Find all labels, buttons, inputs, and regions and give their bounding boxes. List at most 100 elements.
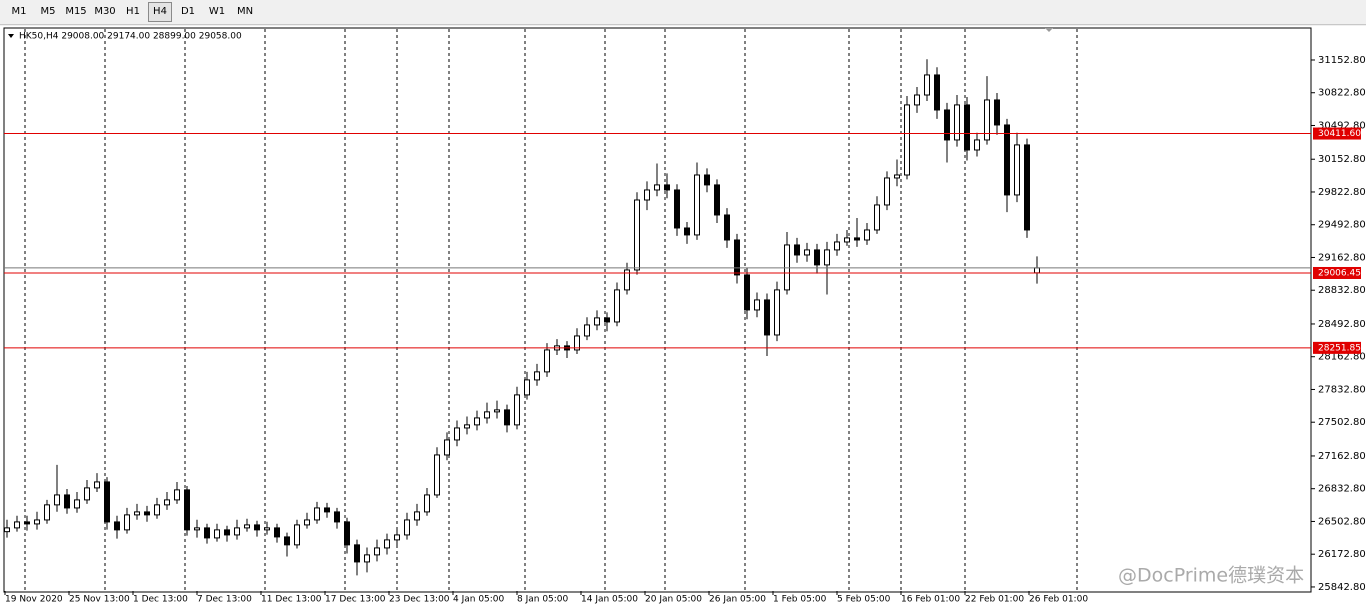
y-tick-label: 27502.80: [1318, 417, 1366, 428]
timeframe-button[interactable]: M15: [65, 6, 87, 17]
candle-body: [524, 379, 530, 396]
candle-body: [944, 109, 950, 141]
candle-body: [674, 189, 680, 229]
candle-body: [164, 499, 170, 506]
candle-body: [4, 527, 10, 533]
candle-body: [204, 527, 210, 539]
candle-body: [874, 204, 880, 231]
candle-body: [334, 511, 340, 523]
x-tick-label: 1 Feb 05:00: [773, 595, 827, 605]
y-tick-label: 27832.80: [1318, 384, 1366, 395]
candle-body: [544, 349, 550, 373]
x-tick-label: 26 Feb 01:00: [1029, 595, 1088, 605]
candle-body: [734, 239, 740, 276]
symbol-info: HK50,H4 29008.00 29174.00 28899.00 29058…: [19, 32, 242, 42]
candle-body: [424, 494, 430, 513]
candle-body: [214, 529, 220, 539]
timeframe-button[interactable]: D1: [180, 6, 196, 17]
x-tick-label: 11 Dec 13:00: [261, 595, 322, 605]
x-tick-label: 7 Dec 13:00: [197, 595, 252, 605]
candle-body: [274, 527, 280, 538]
candle-body: [824, 249, 830, 266]
level-tag: [1313, 127, 1361, 140]
candle-body: [374, 547, 380, 556]
x-tick-label: 25 Nov 13:00: [69, 595, 130, 605]
candle-body: [844, 237, 850, 243]
y-tick-label: 26832.80: [1318, 484, 1366, 495]
candle-body: [744, 274, 750, 311]
y-tick-label: 30492.80: [1318, 120, 1366, 131]
candle-body: [814, 249, 820, 266]
y-tick-label: 29162.80: [1318, 252, 1366, 263]
candle-body: [414, 511, 420, 521]
candle-body: [114, 521, 120, 531]
candle-body: [904, 104, 910, 176]
candle-body: [794, 244, 800, 256]
candle-body: [604, 317, 610, 323]
y-tick-label: 30152.80: [1318, 154, 1366, 165]
candle-body: [1014, 144, 1020, 196]
candle-body: [484, 411, 490, 419]
y-tick-label: 29822.80: [1318, 187, 1366, 198]
x-tick-label: 8 Jan 05:00: [517, 595, 569, 605]
candle-body: [664, 184, 670, 191]
collapse-arrow: [8, 34, 14, 38]
x-tick-label: 22 Feb 01:00: [965, 595, 1024, 605]
candle-body: [394, 534, 400, 541]
candle-body: [384, 539, 390, 549]
y-tick-label: 28492.80: [1318, 319, 1366, 330]
candle-body: [464, 424, 470, 429]
shift-marker: [1045, 28, 1053, 32]
candle-body: [804, 249, 810, 256]
candle-body: [254, 524, 260, 531]
candle-body: [494, 409, 500, 413]
timeframe-button[interactable]: W1: [208, 6, 226, 17]
candle-body: [104, 481, 110, 523]
candle-body: [154, 504, 160, 516]
y-tick-label: 25842.80: [1318, 582, 1366, 593]
y-tick-label: 30822.80: [1318, 88, 1366, 99]
plot-frame: [3, 27, 1312, 593]
x-tick-label: 4 Jan 05:00: [453, 595, 505, 605]
candle-body: [634, 199, 640, 271]
timeframe-button[interactable]: M30: [94, 6, 116, 17]
candle-body: [974, 139, 980, 151]
candle-body: [864, 229, 870, 241]
candle-body: [194, 527, 200, 531]
candle-body: [74, 499, 80, 509]
candle-body: [14, 521, 20, 529]
level-label: 30411.60: [1318, 129, 1361, 139]
level-tag: [1313, 266, 1361, 279]
y-tick-label: 26502.80: [1318, 516, 1366, 527]
x-tick-label: 19 Nov 2020: [5, 595, 63, 605]
candle-body: [294, 524, 300, 546]
timeframe-button[interactable]: M5: [40, 6, 56, 17]
timeframe-button[interactable]: M1: [11, 6, 27, 17]
timeframe-button[interactable]: H1: [126, 6, 140, 17]
candle-body: [454, 427, 460, 441]
candle-body: [174, 489, 180, 501]
candle-body: [324, 507, 330, 513]
candle-body: [234, 527, 240, 536]
timeframe-toolbar: M1 M5 M15 M30 H1 H4 D1 W1 MN: [0, 0, 1366, 25]
candle-body: [694, 174, 700, 236]
candle-body: [834, 241, 840, 251]
candle-body: [54, 494, 60, 506]
candle-body: [144, 511, 150, 516]
timeframe-button[interactable]: MN: [236, 6, 254, 17]
candle-body: [34, 519, 40, 525]
candle-body: [264, 527, 270, 531]
candle-body: [514, 394, 520, 426]
y-tick-label: 28162.80: [1318, 352, 1366, 363]
candle-body: [1024, 144, 1030, 231]
candle-body: [44, 504, 50, 521]
timeframe-button[interactable]: H4: [148, 2, 172, 22]
y-tick-label: 31152.80: [1318, 55, 1366, 66]
candle-body: [854, 237, 860, 241]
candle-body: [984, 99, 990, 141]
candle-body: [24, 521, 30, 525]
y-tick-label: 27162.80: [1318, 451, 1366, 462]
candle-body: [534, 371, 540, 381]
candle-body: [774, 289, 780, 336]
